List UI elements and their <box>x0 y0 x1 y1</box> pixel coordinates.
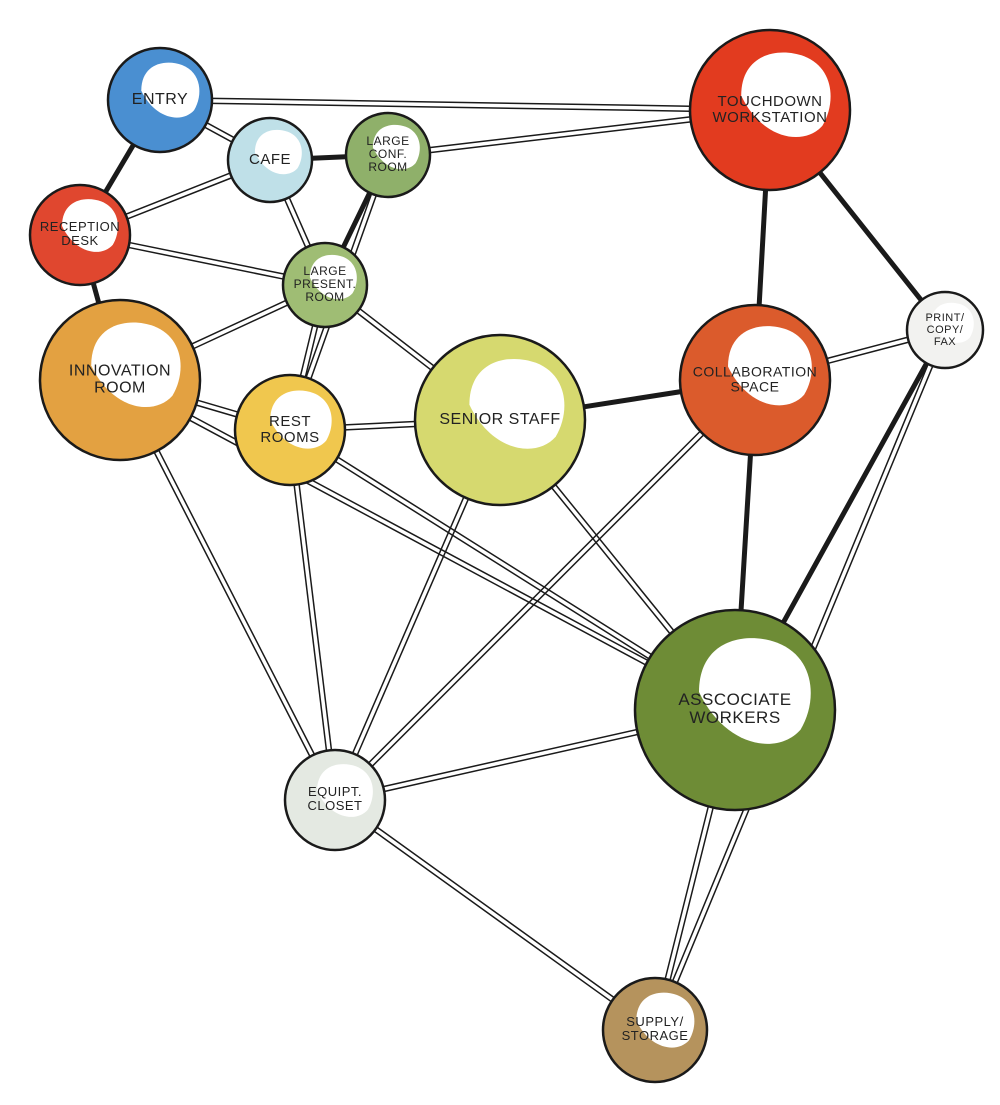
node-lgpresent: LARGEPRESENT.ROOM <box>283 243 367 327</box>
node-touchdown: TOUCHDOWNWORKSTATION <box>690 30 850 190</box>
node-printcopy: PRINT/COPY/FAX <box>907 292 983 368</box>
node-label: CAFE <box>249 151 291 168</box>
node-lgconf: LARGECONF.ROOM <box>346 113 430 197</box>
node-label: ENTRY <box>132 91 188 108</box>
node-supply: SUPPLY/STORAGE <box>603 978 707 1082</box>
node-restrooms: RESTROOMS <box>235 375 345 485</box>
node-label: LARGECONF.ROOM <box>366 134 409 174</box>
node-innovation: INNOVATIONROOM <box>40 300 200 460</box>
node-label: SENIOR STAFF <box>439 411 560 428</box>
node-label: ASSCOCIATEWORKERS <box>678 690 791 727</box>
node-label: EQUIPT.CLOSET <box>307 784 362 813</box>
node-entry: ENTRY <box>108 48 212 152</box>
node-label: SUPPLY/STORAGE <box>622 1014 689 1043</box>
edge-thick <box>312 157 346 158</box>
bubble-diagram: ENTRY CAFE LARGECONF.ROOM RECEPTIONDESK LARG… <box>0 0 1000 1105</box>
node-label: TOUCHDOWNWORKSTATION <box>713 93 828 126</box>
node-senior: SENIOR STAFF <box>415 335 585 505</box>
node-associate: ASSCOCIATEWORKERS <box>635 610 835 810</box>
node-label: RESTROOMS <box>260 413 319 446</box>
node-reception: RECEPTIONDESK <box>30 185 130 285</box>
node-equipcloset: EQUIPT.CLOSET <box>285 750 385 850</box>
node-cafe: CAFE <box>228 118 312 202</box>
node-collab: COLLABORATIONSPACE <box>680 305 830 455</box>
